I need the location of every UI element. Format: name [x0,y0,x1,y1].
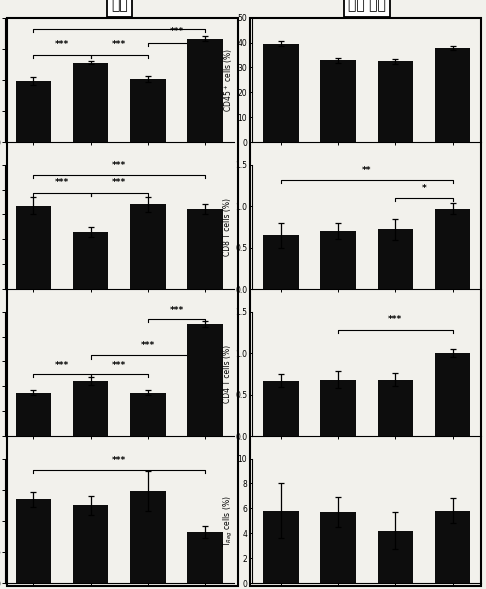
Bar [435,209,470,289]
Title: 비장: 비장 [111,0,128,12]
Text: ***: *** [170,306,184,315]
Bar [73,381,108,436]
Text: ***: *** [112,362,126,370]
Text: *: * [421,184,426,193]
Bar [378,531,413,583]
Bar [130,491,166,583]
Bar [16,499,51,583]
Text: ***: *** [112,456,126,465]
Text: ***: *** [112,14,126,22]
Bar [378,380,413,436]
Bar [73,505,108,583]
Y-axis label: CD45$^+$ cells (%): CD45$^+$ cells (%) [222,48,235,112]
Bar [435,511,470,583]
Bar [188,532,223,583]
Bar [320,380,356,436]
Text: ***: *** [170,27,184,37]
Text: ***: *** [141,342,155,350]
Y-axis label: CD8 T cells (%): CD8 T cells (%) [224,198,232,256]
Text: ***: *** [55,362,69,370]
Bar [320,60,356,142]
Text: ***: *** [112,161,126,170]
Bar [378,61,413,142]
Bar [188,324,223,436]
Bar [73,63,108,142]
Bar [16,393,51,436]
Bar [130,393,166,436]
Bar [263,380,298,436]
Bar [188,39,223,142]
Title: 종양 조직: 종양 조직 [347,0,385,12]
Y-axis label: CD4 T cells (%): CD4 T cells (%) [224,345,232,403]
Text: ***: *** [112,40,126,49]
Bar [263,235,298,289]
Text: ***: *** [388,315,402,324]
Bar [263,44,298,142]
Bar [435,353,470,436]
Text: ***: *** [55,40,69,49]
Text: ***: *** [112,178,126,187]
Bar [73,232,108,289]
Bar [435,48,470,142]
Bar [130,204,166,289]
Bar [320,231,356,289]
Bar [263,511,298,583]
Bar [16,81,51,142]
Y-axis label: T$_{Reg}$ cells (%): T$_{Reg}$ cells (%) [222,495,235,547]
Text: ***: *** [55,178,69,187]
Bar [16,206,51,289]
Bar [188,210,223,289]
Text: **: ** [362,166,371,174]
Bar [378,229,413,289]
Bar [130,79,166,142]
Bar [320,512,356,583]
